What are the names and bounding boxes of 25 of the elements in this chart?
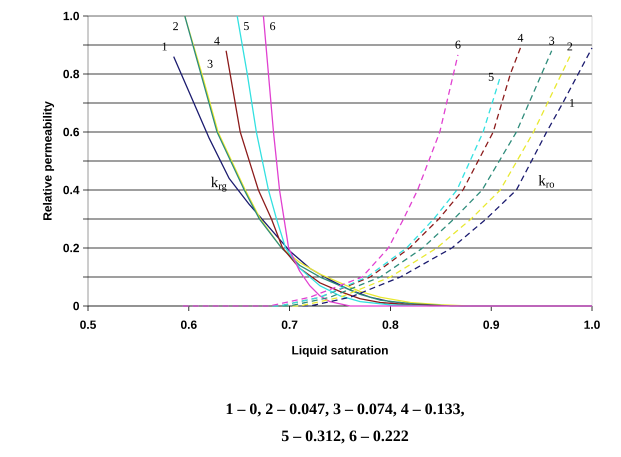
x-tick-label: 0.8	[382, 320, 398, 329]
x-tick-label: 0.6	[180, 320, 197, 329]
series-label: 6	[270, 22, 276, 30]
y-tick-label: 0.6	[63, 128, 80, 136]
x-tick-label: 0.5	[80, 320, 96, 329]
x-tick-label: 1.0	[584, 320, 600, 329]
text: 1 – 0, 2 – 0.047, 3 – 0.074, 4 – 0.133,	[226, 403, 464, 417]
series-label: 3	[549, 36, 554, 45]
series-label: 5	[488, 72, 494, 81]
x-tick-label: 0.9	[483, 320, 500, 329]
x-tick-label: 0.7	[282, 320, 298, 329]
y-tick-label: 0.2	[63, 244, 80, 252]
series-label: 5	[244, 22, 249, 30]
y-tick-label: 0.8	[63, 70, 80, 78]
y-axis-title: Relative permeability	[42, 101, 54, 220]
series-label: 3	[208, 60, 213, 68]
series-label: 4	[214, 36, 220, 45]
x-axis-title: Liquid saturation	[292, 346, 388, 357]
annotation: k$_{ro}$	[538, 174, 554, 188]
series-label: 4	[518, 34, 524, 42]
y-tick-label: 1.0	[64, 12, 80, 20]
series-label: 2	[173, 22, 178, 30]
y-tick-label: 0	[73, 302, 80, 310]
text: 5 – 0.312, 6 – 0.222	[282, 430, 408, 444]
y-tick-label: 0.4	[63, 186, 80, 194]
